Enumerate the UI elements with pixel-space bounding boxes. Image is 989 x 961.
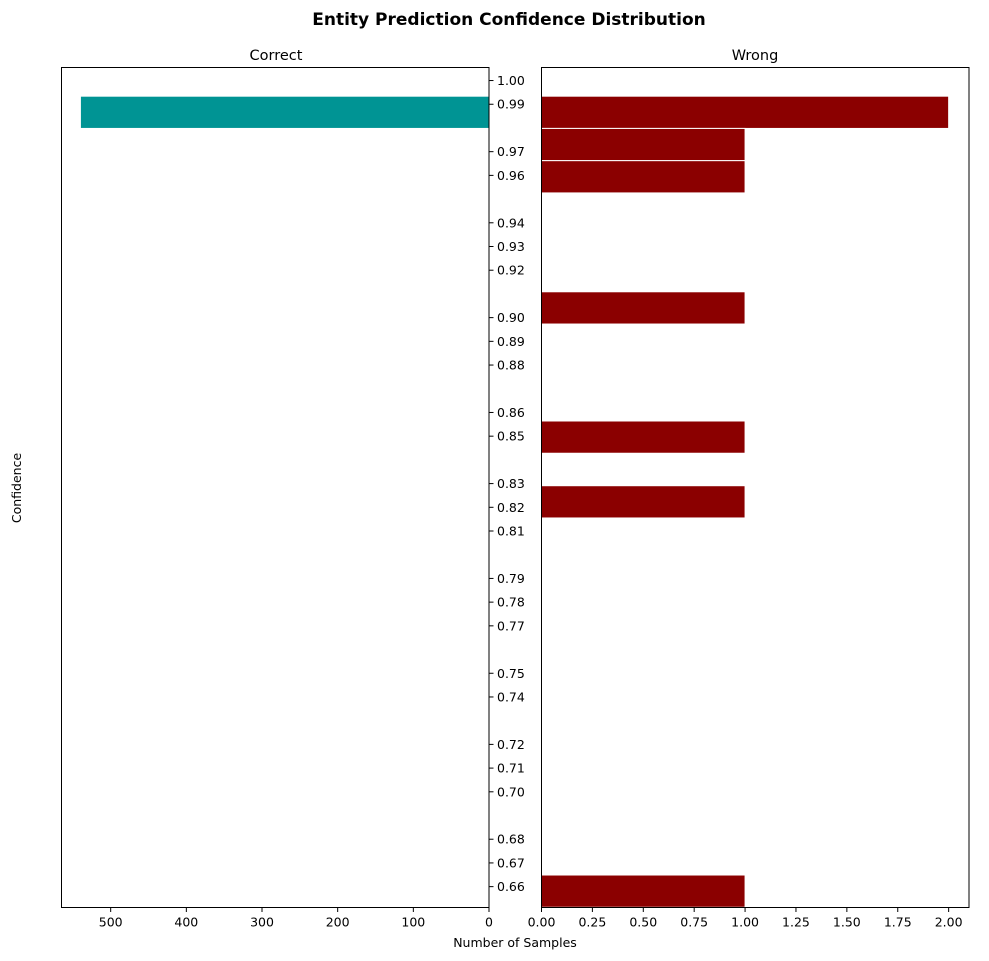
- right-bars-group: [541, 95, 950, 908]
- y-tick-label: 0.82: [497, 500, 525, 515]
- y-tick-label: 0.93: [497, 239, 525, 254]
- y-tick-label: 0.85: [497, 429, 525, 444]
- wrong-bar: [541, 485, 746, 519]
- y-tick-label: 0.99: [497, 97, 525, 112]
- y-tick-label: 0.86: [497, 405, 525, 420]
- x-tick-label: 500: [99, 915, 123, 930]
- x-tick-label: 1.00: [731, 915, 759, 930]
- correct-bar: [79, 95, 490, 129]
- x-tick-label: 200: [326, 915, 350, 930]
- y-tick-label: 0.81: [497, 524, 525, 539]
- x-tick-label: 0.25: [578, 915, 606, 930]
- y-tick-label: 0.94: [497, 215, 525, 230]
- y-tick-label: 0.77: [497, 618, 525, 633]
- chart-title: Entity Prediction Confidence Distributio…: [312, 10, 705, 30]
- y-tick-label: 0.78: [497, 595, 525, 610]
- y-tick-label: 0.83: [497, 476, 525, 491]
- y-tick-label: 1.00: [497, 73, 525, 88]
- y-tick-label: 0.88: [497, 358, 525, 373]
- wrong-bar: [541, 95, 950, 129]
- x-axis-label: Number of Samples: [453, 935, 577, 950]
- x-tick-label: 2.00: [935, 915, 963, 930]
- y-tick-label: 0.72: [497, 737, 525, 752]
- left-bars-group: [79, 95, 490, 129]
- x-tick-label: 300: [250, 915, 274, 930]
- left-x-ticks: 500 400 300 200 100 0: [99, 907, 493, 930]
- x-tick-label: 1.75: [884, 915, 912, 930]
- y-tick-label: 0.89: [497, 334, 525, 349]
- x-tick-label: 400: [174, 915, 198, 930]
- right-panel-title: Wrong: [732, 48, 779, 64]
- y-tick-label: 0.67: [497, 855, 525, 870]
- wrong-bar: [541, 420, 746, 454]
- y-tick-label: 0.96: [497, 168, 525, 183]
- x-tick-label: 1.50: [833, 915, 861, 930]
- left-plot-frame: [61, 67, 490, 908]
- x-tick-label: 0.50: [629, 915, 657, 930]
- right-plot-frame: [541, 67, 970, 908]
- x-tick-label: 1.25: [782, 915, 810, 930]
- wrong-bar: [541, 127, 746, 162]
- x-tick-label: 0: [485, 915, 493, 930]
- y-axis-label: Confidence: [9, 453, 24, 524]
- y-tick-label: 0.97: [497, 144, 525, 159]
- y-tick-label: 0.92: [497, 263, 525, 278]
- y-tick-label: 0.75: [497, 666, 525, 681]
- y-tick-label: 0.71: [497, 761, 525, 776]
- left-panel-title: Correct: [250, 48, 303, 64]
- y-tick-label: 0.79: [497, 571, 525, 586]
- y-tick-label: 0.66: [497, 879, 525, 894]
- y-tick-label: 0.90: [497, 310, 525, 325]
- y-tick-label: 0.68: [497, 832, 525, 847]
- wrong-bar: [541, 160, 746, 194]
- y-ticks: 1.00 0.99 0.97 0.96 0.94 0.93 0.92 0.90 0.89 0.88…: [489, 73, 525, 894]
- wrong-bar: [541, 291, 746, 325]
- right-x-ticks: 0.00 0.25 0.50 0.75 1.00 1.25 1.50 1.75 2.00: [528, 907, 963, 930]
- x-tick-label: 0.75: [680, 915, 708, 930]
- wrong-bar: [541, 874, 746, 908]
- x-tick-label: 100: [401, 915, 425, 930]
- y-tick-label: 0.74: [497, 689, 525, 704]
- y-tick-label: 0.70: [497, 784, 525, 799]
- x-tick-label: 0.00: [528, 915, 556, 930]
